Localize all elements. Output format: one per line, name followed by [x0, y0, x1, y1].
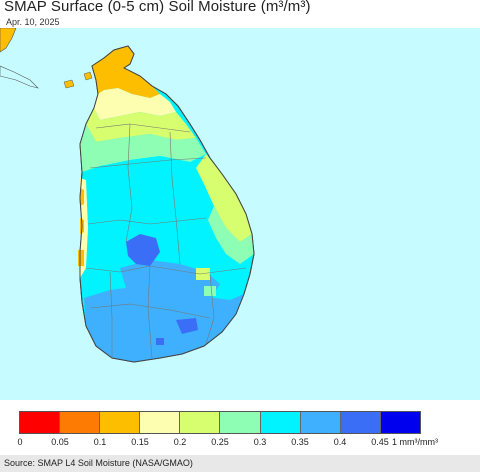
legend-swatch — [100, 412, 141, 433]
south-blue-zone — [84, 286, 244, 362]
color-legend: 0 0.05 0.1 0.15 0.2 0.25 0.3 0.35 0.4 0.45 — [17, 411, 421, 447]
legend-tick-label: 0.1 — [93, 437, 107, 447]
legend-swatch — [300, 412, 341, 433]
soil-moisture-map — [0, 28, 480, 400]
north-pale-zone — [94, 88, 176, 120]
legend-swatch — [20, 412, 61, 433]
east-green-pixel — [196, 268, 210, 280]
north-dry-zone — [92, 46, 160, 98]
legend-tick-label: 0.4 — [333, 437, 347, 447]
map-title: SMAP Surface (0-5 cm) Soil Moisture (m³/… — [4, 0, 311, 15]
east-mint-pixel — [204, 286, 216, 296]
legend-tick-label: 0 — [17, 437, 23, 447]
legend-tick-label: 0.35 — [291, 437, 309, 447]
central-cyan — [92, 156, 210, 258]
east-coast-mint — [208, 206, 254, 264]
legend-swatch — [380, 412, 420, 433]
mid-blue-zone — [120, 260, 220, 300]
legend-units: 1 mm³/mm³ — [392, 437, 438, 447]
legend-tick-label: 0.3 — [253, 437, 267, 447]
legend-tick-label: 0.45 — [371, 437, 389, 447]
legend-tick-label: 0.05 — [51, 437, 69, 447]
legend-color-bar — [19, 411, 421, 434]
legend-ticks: 0 0.05 0.1 0.15 0.2 0.25 0.3 0.35 0.4 0.45 — [17, 437, 479, 451]
legend-swatch — [220, 412, 261, 433]
west-coast-orange — [78, 188, 84, 266]
legend-tick-label: 0.2 — [173, 437, 187, 447]
south-wet-pixel — [156, 338, 164, 345]
sri-lanka-coastline — [79, 45, 255, 363]
map-date: Apr. 10, 2025 — [6, 17, 60, 27]
legend-swatch — [340, 412, 381, 433]
legend-tick-label: 0.25 — [211, 437, 229, 447]
india-coast-fragment-2 — [0, 65, 39, 89]
highland-wet-zone — [126, 234, 160, 266]
north-green-zone — [86, 108, 196, 142]
legend-swatch — [180, 412, 221, 433]
mid-mint-zone — [80, 124, 206, 172]
jaffna-islands — [63, 71, 93, 89]
district-boundaries — [85, 123, 247, 359]
east-coast-strip — [196, 154, 252, 242]
india-coast-fragment — [0, 28, 17, 53]
south-wet-patch — [176, 318, 198, 334]
legend-swatch — [260, 412, 301, 433]
legend-swatch — [140, 412, 181, 433]
source-footer: Source: SMAP L4 Soil Moisture (NASA/GMAO… — [0, 455, 480, 472]
legend-swatch — [60, 412, 101, 433]
legend-tick-label: 0.15 — [131, 437, 149, 447]
